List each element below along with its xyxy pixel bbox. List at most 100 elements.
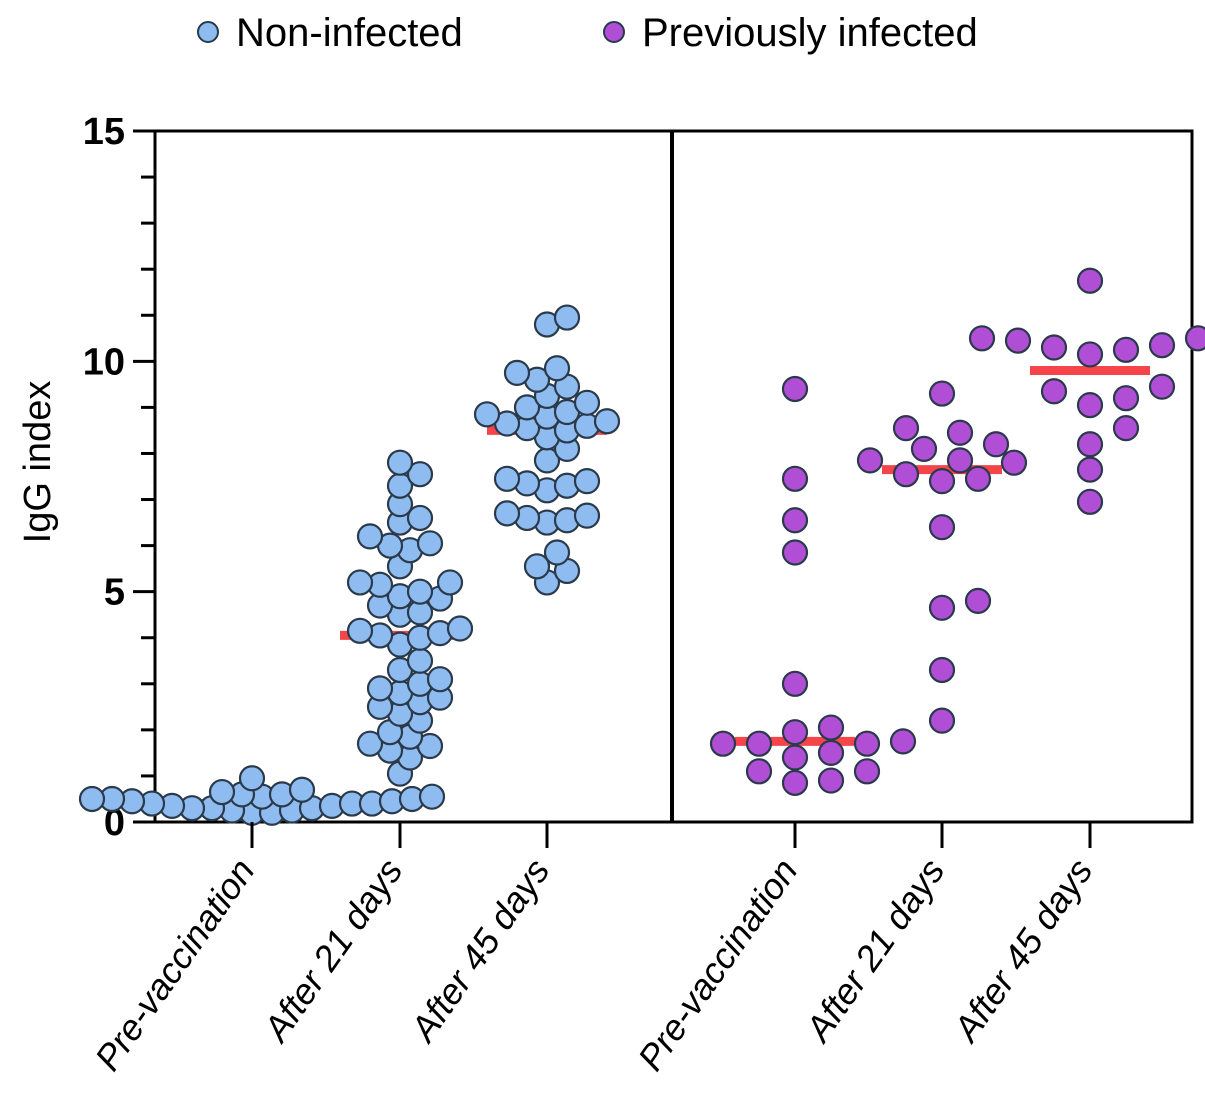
data-point (1040, 334, 1068, 361)
data-point (573, 502, 601, 529)
data-point (745, 758, 773, 785)
data-point (406, 461, 434, 488)
data-point (573, 389, 601, 416)
data-point (928, 468, 956, 495)
data-point (356, 523, 384, 550)
data-point (817, 767, 845, 794)
legend-label-non-infected: Non-infected (236, 11, 463, 55)
data-point (573, 468, 601, 495)
data-point (892, 461, 920, 488)
data-point (1184, 325, 1205, 352)
data-point (964, 587, 992, 614)
data-point (781, 769, 809, 796)
data-point (982, 431, 1010, 458)
x-category-label: After 45 days (401, 851, 557, 1050)
data-point (406, 647, 434, 674)
y-axis-title: IgG index (17, 381, 59, 544)
data-point (553, 304, 581, 331)
data-point (781, 539, 809, 566)
x-category-label: After 21 days (254, 851, 410, 1050)
data-point (386, 449, 414, 476)
x-category-label: After 21 days (796, 851, 952, 1050)
data-point (1148, 373, 1176, 400)
data-point (446, 615, 474, 642)
data-point (356, 730, 384, 757)
data-point (593, 408, 621, 435)
data-point (781, 507, 809, 534)
data-point (781, 744, 809, 771)
y-axis: 0 5 10 15 (83, 111, 155, 844)
data-point (1076, 341, 1104, 368)
data-point (346, 617, 374, 644)
data-point (493, 465, 521, 492)
data-point (366, 675, 394, 702)
data-point (853, 730, 881, 757)
data-point (1076, 391, 1104, 419)
data-point (928, 656, 956, 684)
data-point (853, 758, 881, 785)
y-tick-label: 5 (104, 572, 125, 614)
data-point (418, 783, 446, 810)
data-point (473, 401, 501, 428)
data-point (709, 730, 737, 757)
data-point (288, 776, 316, 803)
data-point (1148, 332, 1176, 359)
data-point (928, 380, 956, 407)
data-point (1112, 415, 1140, 442)
data-point (78, 785, 106, 813)
data-point (1040, 378, 1068, 405)
data-point (416, 530, 444, 557)
data-point (889, 728, 917, 755)
legend-item-previously-infected: Previously infected (603, 11, 978, 55)
data-point (1000, 449, 1028, 476)
data-point (406, 578, 434, 605)
data-point (523, 553, 551, 580)
data-point (1112, 385, 1140, 412)
data-point (1076, 456, 1104, 483)
data-point (817, 739, 845, 767)
data-point (493, 500, 521, 527)
data-point (781, 670, 809, 697)
data-point (543, 355, 571, 382)
data-point (1004, 327, 1032, 354)
data-point (238, 765, 266, 792)
data-point (406, 504, 434, 532)
data-point (208, 778, 236, 806)
data-point (928, 514, 956, 541)
data-point (946, 447, 974, 474)
data-point (968, 325, 996, 352)
data-point (781, 375, 809, 403)
data-point (426, 666, 454, 693)
data-point (964, 465, 992, 492)
data-point (817, 714, 845, 741)
data-point (513, 394, 541, 421)
legend-marker-non-infected (197, 21, 219, 43)
data-point (543, 539, 571, 566)
plot-frame (153, 129, 1194, 824)
legend-label-previously-infected: Previously infected (642, 11, 978, 55)
data-point (1076, 267, 1104, 294)
data-point (946, 419, 974, 446)
y-tick-label: 10 (83, 341, 125, 383)
x-category-label: Pre-vaccination (87, 851, 263, 1078)
legend-item-non-infected: Non-infected (197, 11, 463, 55)
data-point (928, 707, 956, 734)
legend: Non-infected Previously infected (197, 11, 978, 55)
x-category-label: After 45 days (944, 851, 1100, 1050)
data-point (910, 435, 938, 462)
data-point (436, 569, 464, 596)
x-category-label: Pre-vaccination (630, 851, 806, 1078)
data-point (1076, 488, 1104, 515)
y-tick-label: 15 (83, 111, 125, 153)
data-point (928, 594, 956, 621)
data-point (892, 415, 920, 442)
legend-marker-previously-infected (603, 21, 625, 43)
data-points (78, 267, 1205, 826)
data-point (1112, 336, 1140, 363)
data-point (856, 447, 884, 474)
data-point (1076, 431, 1104, 458)
data-point (781, 719, 809, 746)
data-point (745, 730, 773, 757)
